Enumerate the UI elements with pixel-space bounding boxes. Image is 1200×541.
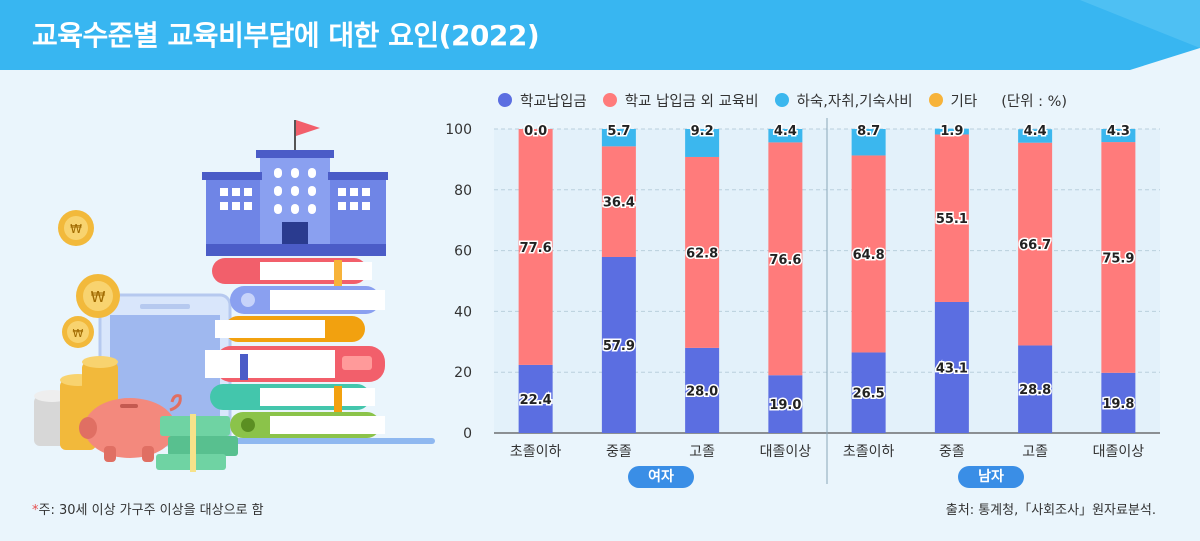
- won-coin-icons: ₩ ₩ ₩: [58, 210, 120, 348]
- svg-text:₩: ₩: [91, 288, 106, 306]
- value-label: 1.9: [940, 124, 963, 139]
- bar-segment: [601, 146, 636, 257]
- page-title: 교육수준별 교육비부담에 대한 요인(2022): [32, 19, 540, 52]
- legend-item-housing: 하숙,자취,기숙사비: [774, 90, 913, 111]
- legend-swatch: [928, 93, 943, 107]
- bar-segment: [685, 347, 720, 433]
- value-label: 26.5: [853, 387, 885, 402]
- value-label: 43.1: [936, 361, 968, 376]
- bar-segment: [601, 129, 636, 147]
- value-label: 22.4: [520, 393, 552, 408]
- group-label-male: 남자: [958, 466, 1024, 488]
- bar-segment: [1018, 129, 1053, 143]
- bar-segment: [685, 156, 720, 348]
- x-tick-label: 중졸: [939, 444, 965, 460]
- x-tick-label: 대졸이상: [1093, 444, 1145, 460]
- value-label: 36.4: [603, 196, 635, 211]
- value-label: 28.8: [1019, 383, 1051, 398]
- bar-segment: [934, 134, 969, 302]
- value-label: 19.8: [1102, 397, 1134, 412]
- bar-segment: [768, 129, 803, 143]
- bar-segment: [1018, 142, 1053, 346]
- value-label: 66.7: [1019, 238, 1051, 253]
- value-label: 5.7: [607, 124, 630, 139]
- value-label: 76.6: [769, 253, 801, 268]
- y-tick-label: 80: [454, 183, 472, 199]
- value-label: 62.8: [686, 246, 718, 261]
- bar-segment: [1101, 372, 1136, 433]
- value-label: 9.2: [691, 124, 714, 139]
- bar-segment: [1101, 142, 1136, 373]
- x-tick-label: 초졸이하: [510, 444, 562, 460]
- svg-text:₩: ₩: [70, 222, 82, 236]
- unit-label: (단위 : %): [1001, 93, 1068, 110]
- bar-segment: [1018, 345, 1053, 433]
- value-label: 8.7: [857, 124, 880, 139]
- chart-legend: 학교납입금 학교 납입금 외 교육비 하숙,자취,기숙사비 기타 (단위 : %…: [498, 89, 1067, 111]
- y-tick-label: 0: [463, 426, 472, 442]
- legend-item-etc: 기타: [928, 90, 978, 111]
- footnote: *주: 30세 이상 가구주 이상을 대상으로 함: [32, 499, 264, 518]
- x-tick-label: 고졸: [689, 444, 715, 460]
- legend-label: 하숙,자취,기숙사비: [796, 93, 913, 110]
- y-tick-label: 60: [454, 244, 472, 260]
- value-label: 75.9: [1102, 251, 1134, 266]
- header-banner: 교육수준별 교육비부담에 대한 요인(2022): [0, 0, 1200, 70]
- value-label: 64.8: [853, 248, 885, 263]
- legend-swatch: [602, 93, 617, 107]
- bar-segment: [685, 129, 720, 157]
- bar-segment: [934, 128, 969, 135]
- legend-swatch: [498, 93, 512, 107]
- bar-segment: [934, 301, 969, 433]
- group-label-female: 여자: [628, 466, 694, 488]
- bar-segment: [518, 129, 553, 365]
- bar-segment: [518, 364, 553, 433]
- legend-item-other-education: 학교 납입금 외 교육비: [602, 90, 759, 111]
- svg-text:₩: ₩: [73, 327, 84, 340]
- footnote-star: *: [32, 503, 39, 518]
- value-label: 57.9: [603, 339, 635, 354]
- value-label: 0.0: [524, 124, 547, 139]
- y-tick-label: 40: [454, 304, 472, 320]
- x-tick-label: 중졸: [606, 444, 632, 460]
- legend-swatch: [774, 93, 789, 107]
- bar-segment: [1101, 129, 1136, 143]
- x-tick-label: 초졸이하: [843, 444, 895, 460]
- bar-segment: [768, 142, 803, 376]
- school-building-icon: [202, 120, 388, 256]
- bar-segment: [768, 375, 803, 433]
- value-label: 4.3: [1107, 124, 1130, 139]
- piggy-bank-icon: [79, 394, 182, 462]
- books-stack-icon: [205, 258, 385, 438]
- legend-label: 학교납입금: [520, 93, 587, 110]
- y-tick-label: 20: [454, 365, 472, 381]
- value-label: 4.4: [774, 124, 797, 139]
- bar-segment: [851, 352, 886, 433]
- value-label: 19.0: [769, 398, 801, 413]
- value-label: 77.6: [520, 241, 552, 256]
- education-cost-illustration: ₩ ₩ ₩: [34, 120, 435, 472]
- y-tick-label: 100: [445, 122, 472, 138]
- x-tick-label: 대졸이상: [760, 444, 812, 460]
- header-background: [0, 0, 1200, 70]
- footnote-text: 주: 30세 이상 가구주 이상을 대상으로 함: [38, 503, 264, 518]
- money-bills-icon: [156, 414, 238, 472]
- bar-segment: [851, 155, 886, 353]
- bar-segment: [851, 129, 886, 156]
- source-note: 출처: 통계청,「사회조사」원자료분석.: [945, 503, 1156, 518]
- value-label: 4.4: [1024, 124, 1047, 139]
- legend-item-tuition: 학교납입금: [498, 90, 587, 111]
- bar-segment: [601, 256, 636, 433]
- value-label: 55.1: [936, 212, 968, 227]
- x-tick-label: 고졸: [1022, 444, 1048, 460]
- legend-label: 학교 납입금 외 교육비: [624, 93, 759, 110]
- legend-label: 기타: [950, 93, 978, 110]
- value-label: 28.0: [686, 384, 718, 399]
